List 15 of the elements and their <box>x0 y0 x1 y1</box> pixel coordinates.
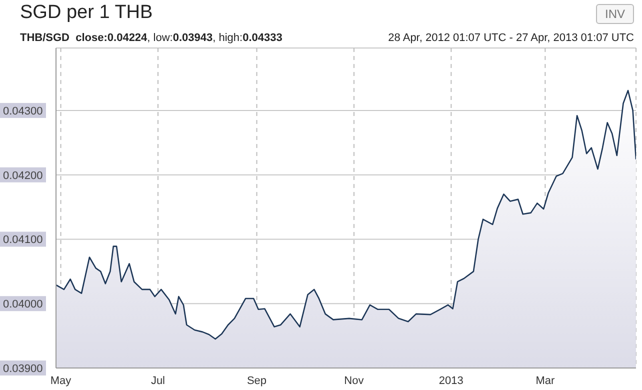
chart-title: SGD per 1 THB <box>20 2 153 24</box>
y-tick-label: 0.04100 <box>3 234 43 246</box>
text: 28 Apr, 2012 01:07 UTC - 27 Apr, 2013 01:07 UTC <box>388 32 634 44</box>
chart-subtitle: THB/SGD close:0.04224, low:0.03943, high:0.04333 <box>20 32 282 44</box>
y-tick-label: 0.04000 <box>3 298 43 311</box>
x-tick-label: May <box>50 374 72 387</box>
y-tick-label: 0.04300 <box>3 105 43 118</box>
y-tick-label: 0.03900 <box>3 363 43 375</box>
x-tick-label: Nov <box>344 374 364 387</box>
x-tick-label: Mar <box>536 374 555 387</box>
x-tick-label: Sep <box>246 374 267 387</box>
text: INV <box>596 4 634 24</box>
y-tick-label: 0.04200 <box>3 170 43 182</box>
x-tick-label: 2013 <box>438 374 464 387</box>
x-tick-label: Jul <box>150 374 166 387</box>
